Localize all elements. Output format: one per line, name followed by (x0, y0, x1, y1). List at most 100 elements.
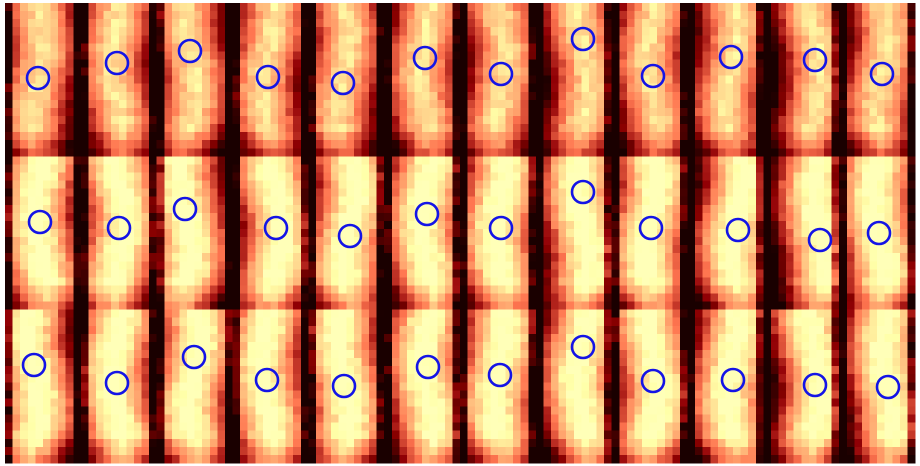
pixel (331, 269, 339, 278)
pixel (854, 294, 862, 303)
pixel (430, 277, 438, 286)
pixel (187, 156, 195, 165)
pixel (149, 197, 157, 206)
pixel (361, 294, 369, 303)
pixel (369, 148, 377, 157)
pixel (900, 19, 908, 28)
pixel (324, 132, 332, 141)
pixel (35, 342, 43, 351)
pixel (255, 124, 263, 133)
pixel (574, 205, 582, 214)
pixel (619, 3, 627, 12)
pixel (407, 181, 415, 190)
pixel (445, 35, 453, 44)
pixel (20, 51, 28, 60)
pixel (543, 43, 551, 52)
pixel (832, 302, 840, 311)
pixel (483, 3, 491, 12)
pixel (794, 189, 802, 198)
pixel (725, 269, 733, 278)
pixel (619, 140, 627, 149)
pixel (619, 108, 627, 117)
pixel (521, 68, 529, 77)
pixel (35, 76, 43, 85)
pixel (779, 19, 787, 28)
pixel (688, 261, 696, 270)
pixel (445, 221, 453, 230)
pixel (88, 374, 96, 383)
pixel (513, 229, 521, 238)
pixel (733, 197, 741, 206)
pixel (13, 277, 21, 286)
pixel (771, 148, 779, 157)
pixel (839, 285, 847, 294)
pixel (233, 156, 241, 165)
pixel (452, 189, 460, 198)
pixel (195, 164, 203, 173)
pixel (142, 439, 150, 448)
pixel (854, 148, 862, 157)
pixel (392, 302, 400, 311)
pixel (574, 19, 582, 28)
pixel (801, 221, 809, 230)
heatmap-tile (536, 156, 612, 310)
pixel (58, 423, 66, 432)
pixel (604, 269, 612, 278)
pixel (445, 76, 453, 85)
pixel (536, 124, 544, 133)
pixel (111, 261, 119, 270)
pixel (28, 43, 36, 52)
pixel (316, 221, 324, 230)
pixel (870, 302, 878, 311)
pixel (96, 213, 104, 222)
pixel (233, 189, 241, 198)
pixel (907, 43, 915, 52)
pixel (293, 237, 301, 246)
pixel (202, 164, 210, 173)
pixel (202, 269, 210, 278)
pixel (5, 285, 13, 294)
pixel (377, 3, 385, 12)
pixel (316, 294, 324, 303)
pixel (900, 205, 908, 214)
pixel (81, 164, 89, 173)
pixel (907, 285, 915, 294)
pixel (650, 277, 658, 286)
pixel (66, 423, 74, 432)
pixel (119, 76, 127, 85)
pixel (907, 269, 915, 278)
pixel (217, 140, 225, 149)
pixel (468, 11, 476, 20)
pixel (634, 51, 642, 60)
pixel (270, 253, 278, 262)
pixel (551, 277, 559, 286)
pixel (286, 68, 294, 77)
pixel (210, 205, 218, 214)
pixel (452, 205, 460, 214)
pixel (111, 342, 119, 351)
pixel (779, 285, 787, 294)
pixel (255, 294, 263, 303)
pixel (513, 3, 521, 12)
pixel (468, 3, 476, 12)
pixel (801, 11, 809, 20)
pixel (308, 124, 316, 133)
pixel (847, 294, 855, 303)
pixel (430, 140, 438, 149)
pixel (384, 92, 392, 101)
pixel (506, 108, 514, 117)
pixel (58, 390, 66, 399)
pixel (43, 398, 51, 407)
pixel (354, 269, 362, 278)
pixel (301, 285, 309, 294)
pixel (604, 302, 612, 311)
pixel (20, 164, 28, 173)
pixel (399, 19, 407, 28)
pixel (134, 229, 142, 238)
pixel (779, 221, 787, 230)
pixel (627, 11, 635, 20)
pixel (35, 35, 43, 44)
pixel (331, 124, 339, 133)
pixel (384, 245, 392, 254)
pixel (73, 116, 81, 125)
